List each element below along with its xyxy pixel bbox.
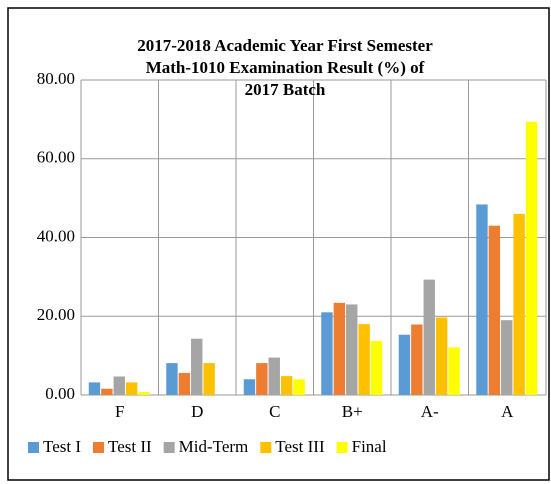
legend-label: Test III xyxy=(275,437,325,456)
bar xyxy=(476,204,488,395)
bar xyxy=(178,372,191,395)
x-tick-label: D xyxy=(191,402,203,421)
legend-label: Mid-Term xyxy=(179,437,249,456)
bar xyxy=(203,363,215,395)
bar xyxy=(333,302,346,395)
chart-title: 2017-2018 Academic Year First Semester xyxy=(137,36,433,55)
legend-swatch xyxy=(28,442,39,453)
bar xyxy=(88,382,101,395)
legend-label: Test I xyxy=(43,437,81,456)
legend-label: Test II xyxy=(108,437,152,456)
bar xyxy=(435,317,448,395)
y-tick-label: 40.00 xyxy=(37,226,75,245)
y-tick-label: 0.00 xyxy=(45,384,75,403)
bar xyxy=(280,376,293,395)
bar xyxy=(268,357,280,395)
y-tick-label: 60.00 xyxy=(37,148,75,167)
bar xyxy=(358,324,370,395)
chart-title: Math-1010 Examination Result (%) of xyxy=(146,58,425,77)
legend-swatch xyxy=(163,442,175,453)
chart-title: 2017 Batch xyxy=(245,80,326,99)
bar xyxy=(488,225,501,395)
bar xyxy=(513,213,525,395)
bar xyxy=(191,338,203,395)
legend-swatch xyxy=(93,442,104,453)
bar xyxy=(370,341,383,395)
legend-swatch xyxy=(260,442,272,453)
bar xyxy=(448,347,460,395)
bar xyxy=(113,376,125,395)
y-tick-label: 80.00 xyxy=(37,69,75,88)
bar xyxy=(525,121,538,396)
x-tick-label: C xyxy=(269,402,280,421)
x-tick-label: A- xyxy=(421,402,439,421)
bar xyxy=(166,363,178,395)
bar xyxy=(243,379,256,395)
bar xyxy=(501,320,513,395)
bar xyxy=(321,312,333,395)
bar xyxy=(125,382,138,395)
x-tick-label: A xyxy=(501,402,514,421)
bar xyxy=(293,379,305,395)
legend-swatch xyxy=(336,442,348,453)
x-tick-label: B+ xyxy=(342,402,363,421)
bar xyxy=(138,391,150,395)
x-tick-label: F xyxy=(115,402,124,421)
bar xyxy=(256,363,268,395)
bar xyxy=(346,304,358,395)
bar xyxy=(423,279,435,395)
bar xyxy=(398,334,411,395)
bar xyxy=(101,388,113,395)
bar xyxy=(411,324,423,395)
chart-border xyxy=(7,7,550,481)
legend-label: Final xyxy=(352,437,387,456)
y-tick-label: 20.00 xyxy=(37,305,75,324)
